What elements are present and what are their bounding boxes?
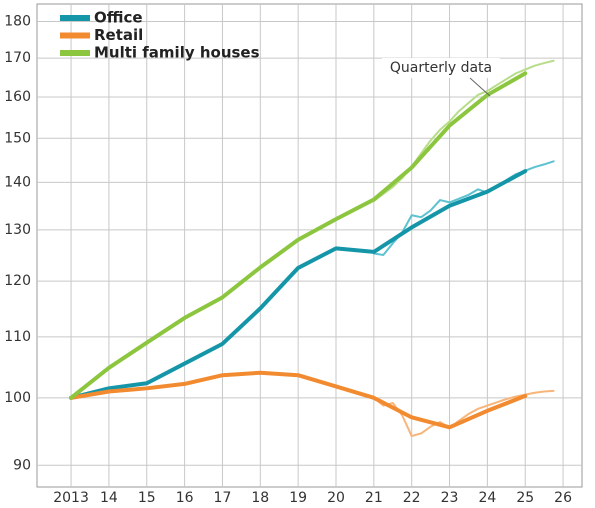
x-tick-label: 23 xyxy=(441,490,459,506)
y-tick-label: 140 xyxy=(4,174,31,190)
x-tick-label: 22 xyxy=(403,490,421,506)
y-tick-label: 180 xyxy=(4,14,31,30)
y-tick-label: 170 xyxy=(4,50,31,66)
annotation: Quarterly data xyxy=(390,60,492,76)
plot-frame xyxy=(36,3,583,488)
series-line xyxy=(69,71,528,400)
x-tick-label: 24 xyxy=(478,490,496,506)
x-tick-label: 17 xyxy=(214,490,232,506)
legend-label: Office xyxy=(94,9,143,27)
y-tick-label: 130 xyxy=(4,222,31,238)
x-tick-label: 2013 xyxy=(53,490,89,506)
legend-swatch xyxy=(60,50,90,56)
y-tick-label: 150 xyxy=(4,130,31,146)
quarterly-line xyxy=(372,59,555,202)
series-line xyxy=(69,370,528,430)
x-tick-label: 26 xyxy=(554,490,572,506)
annotation-leader xyxy=(469,77,491,97)
annotation-bg xyxy=(382,58,500,78)
legend-label: Retail xyxy=(94,26,143,44)
x-tick-label: 15 xyxy=(138,490,156,506)
series-line xyxy=(69,169,528,400)
x-tick-label: 25 xyxy=(516,490,534,506)
x-tick-label: 20 xyxy=(327,490,345,506)
legend-label: Multi family houses xyxy=(94,44,260,62)
y-tick-label: 90 xyxy=(13,457,31,473)
x-tick-label: 19 xyxy=(289,490,307,506)
legend-swatch xyxy=(60,32,90,39)
y-tick-label: 110 xyxy=(4,329,31,345)
legend-swatch xyxy=(60,15,90,21)
y-tick-label: 120 xyxy=(4,273,31,289)
x-tick-label: 16 xyxy=(176,490,194,506)
y-tick-label: 100 xyxy=(4,390,31,406)
x-tick-label: 21 xyxy=(365,490,383,506)
x-tick-label: 14 xyxy=(100,490,118,506)
x-tick-label: 18 xyxy=(251,490,269,506)
y-tick-label: 160 xyxy=(4,89,31,105)
